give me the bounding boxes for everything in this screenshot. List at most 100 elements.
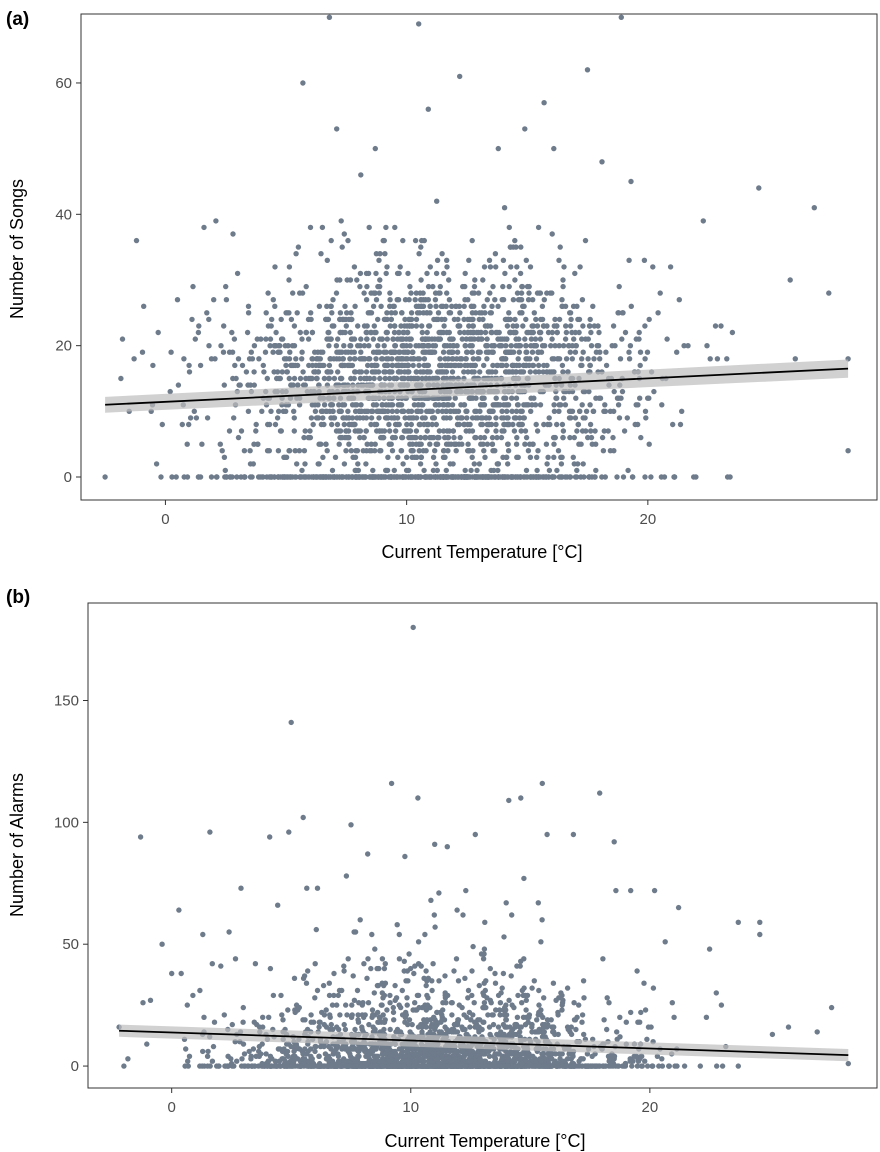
data-point — [446, 297, 453, 303]
data-point — [480, 277, 486, 283]
data-point — [291, 323, 298, 329]
data-point — [354, 415, 360, 421]
data-point — [392, 310, 398, 316]
data-point — [409, 1021, 415, 1028]
data-point — [478, 329, 484, 336]
data-point — [211, 297, 217, 303]
data-point — [173, 474, 179, 480]
data-point — [300, 369, 306, 375]
data-point — [329, 467, 336, 474]
data-point — [293, 251, 299, 257]
data-point — [333, 343, 340, 349]
data-point — [354, 987, 361, 994]
data-point — [429, 415, 436, 421]
data-point — [481, 264, 488, 270]
data-point — [231, 415, 237, 421]
data-point — [425, 995, 431, 1001]
data-point — [517, 1056, 524, 1062]
data-point — [181, 474, 187, 480]
data-point — [452, 395, 458, 401]
data-point — [482, 454, 488, 460]
data-point — [406, 336, 413, 342]
data-point — [481, 1019, 487, 1025]
data-point — [318, 441, 324, 447]
data-point — [407, 428, 414, 434]
data-point — [453, 1048, 460, 1055]
data-point — [239, 362, 246, 369]
data-point — [504, 323, 511, 329]
data-point — [449, 402, 456, 408]
data-point — [484, 356, 490, 362]
data-point — [341, 1021, 347, 1028]
data-point — [348, 336, 355, 342]
data-point — [487, 1031, 493, 1038]
data-point — [611, 388, 617, 395]
data-point — [654, 1053, 661, 1060]
data-point — [351, 375, 357, 382]
data-point — [357, 270, 364, 277]
data-point — [596, 329, 602, 336]
data-point — [547, 421, 553, 428]
data-point — [485, 369, 491, 375]
data-point — [556, 343, 562, 349]
data-point — [477, 310, 483, 316]
data-point — [644, 1036, 650, 1043]
data-point — [556, 316, 563, 323]
data-point — [462, 343, 469, 349]
data-point — [343, 428, 350, 434]
data-point — [371, 329, 378, 336]
data-point — [306, 474, 312, 480]
data-point — [337, 428, 344, 434]
data-point — [368, 965, 374, 972]
data-point — [565, 369, 571, 375]
data-point — [267, 1063, 273, 1069]
data-point — [500, 257, 507, 263]
data-point — [480, 956, 487, 962]
data-point — [627, 343, 634, 349]
data-point — [318, 421, 325, 428]
data-point — [461, 369, 467, 375]
data-point — [437, 356, 443, 362]
data-point — [133, 237, 140, 244]
data-point — [521, 875, 527, 882]
data-point — [543, 474, 549, 480]
data-point — [377, 375, 383, 382]
data-point — [361, 1014, 367, 1020]
data-point — [326, 980, 332, 986]
data-point — [606, 1000, 612, 1006]
data-point — [345, 408, 351, 414]
data-point — [539, 917, 545, 923]
data-point — [304, 1026, 311, 1033]
data-point — [479, 395, 485, 401]
data-point — [185, 1058, 191, 1064]
data-point — [590, 408, 596, 414]
data-point — [278, 992, 284, 999]
x-axis-a: 0 10 20 — [161, 500, 656, 528]
data-point — [444, 264, 450, 270]
data-point — [255, 474, 262, 480]
data-point — [377, 336, 383, 342]
data-point — [299, 349, 305, 355]
data-point — [517, 1029, 523, 1035]
data-point — [308, 415, 315, 421]
data-point — [234, 270, 241, 277]
data-point — [243, 369, 250, 375]
data-point — [246, 356, 253, 362]
data-point — [190, 283, 196, 290]
data-point — [537, 290, 544, 296]
data-point — [263, 1051, 269, 1057]
data-point — [379, 990, 385, 996]
data-point — [344, 434, 350, 441]
data-point — [529, 362, 536, 369]
data-point — [471, 1000, 477, 1006]
data-point — [283, 362, 289, 369]
data-point — [360, 448, 366, 454]
data-point — [542, 343, 548, 349]
data-point — [232, 956, 239, 962]
data-point — [578, 474, 584, 480]
data-point — [314, 415, 320, 421]
data-point — [525, 329, 532, 336]
data-point — [569, 343, 576, 349]
data-point — [270, 297, 276, 303]
data-point — [518, 428, 524, 434]
